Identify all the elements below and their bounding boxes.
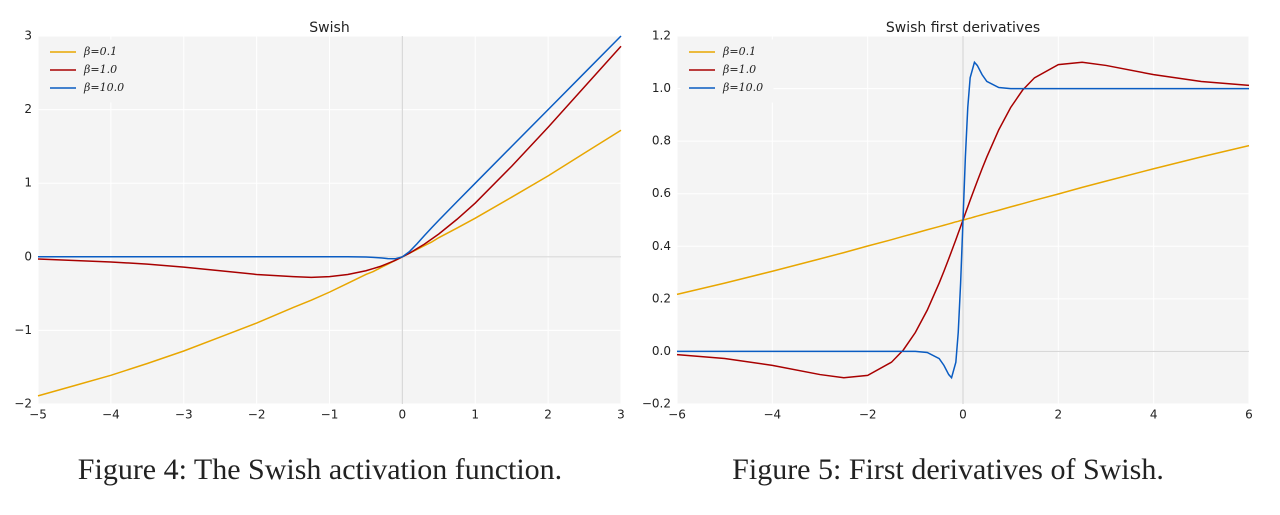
chart-title: Swish xyxy=(309,20,349,36)
y-tick-label: 2 xyxy=(24,102,32,116)
y-tick-label: −2 xyxy=(14,397,32,411)
x-tick-label: 0 xyxy=(399,408,407,422)
x-tick-label: −2 xyxy=(248,408,266,422)
x-tick-label: −1 xyxy=(321,408,339,422)
y-tick-label: 1 xyxy=(24,176,32,190)
legend-label: β=0.1 xyxy=(722,45,756,58)
x-tick-label: −4 xyxy=(102,408,120,422)
x-tick-label: −6 xyxy=(668,408,686,422)
x-tick-label: −3 xyxy=(175,408,193,422)
legend-label: β=10.0 xyxy=(83,81,124,94)
x-tick-label: 1 xyxy=(471,408,479,422)
y-tick-label: −0.2 xyxy=(642,397,671,411)
legend-label: β=10.0 xyxy=(722,81,763,94)
line xyxy=(38,35,622,260)
legend-label: β=0.1 xyxy=(83,45,117,58)
y-tick-label: 0.2 xyxy=(652,291,671,305)
y-tick-label: 0.4 xyxy=(652,239,671,253)
x-tick-label: 3 xyxy=(617,408,625,422)
caption: Figure 5: First derivatives of Swish. xyxy=(732,453,1164,486)
legend-label: β=1.0 xyxy=(83,63,117,76)
y-tick-label: −1 xyxy=(14,323,32,337)
x-tick-label: −5 xyxy=(29,408,47,422)
x-tick-label: 2 xyxy=(544,408,552,422)
x-tick-label: −2 xyxy=(859,408,877,422)
y-tick-label: 0 xyxy=(24,249,32,263)
x-tick-label: 2 xyxy=(1055,408,1063,422)
legend-label: β=1.0 xyxy=(722,63,756,76)
caption: Figure 4: The Swish activation function. xyxy=(78,453,562,486)
y-tick-label: 0.6 xyxy=(652,186,671,200)
x-tick-label: 6 xyxy=(1245,408,1253,422)
x-tick-label: −4 xyxy=(763,408,781,422)
y-tick-label: 1.2 xyxy=(652,29,671,43)
x-tick-label: 0 xyxy=(959,408,967,422)
y-tick-label: 0.0 xyxy=(652,344,671,358)
chart-title: Swish first derivatives xyxy=(886,20,1040,36)
line xyxy=(677,60,1249,380)
y-tick-label: 3 xyxy=(24,29,32,43)
y-tick-label: 1.0 xyxy=(652,81,671,95)
legend-box xyxy=(680,39,774,103)
x-tick-label: 4 xyxy=(1150,408,1158,422)
legend-box xyxy=(41,39,135,103)
line xyxy=(37,45,622,279)
y-tick-label: 0.8 xyxy=(652,134,671,148)
line xyxy=(37,129,622,397)
